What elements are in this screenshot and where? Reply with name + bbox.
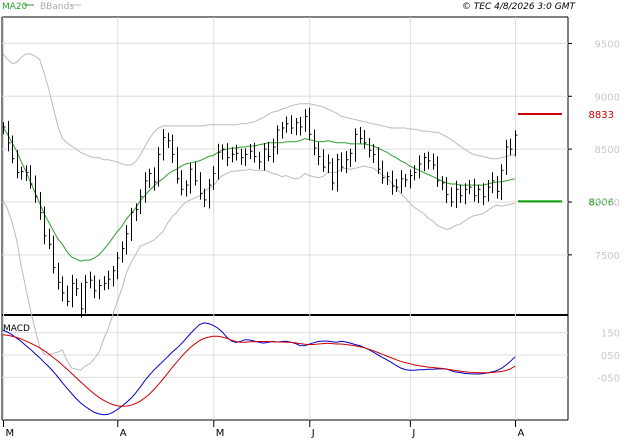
ma20-line (2, 126, 516, 262)
macd-title: MACD (3, 324, 30, 334)
macd-tick-label: -050 (597, 373, 620, 384)
month-tick-label: M (216, 428, 225, 439)
month-tick-label: J (311, 428, 315, 439)
macd-tick-label: 150 (601, 329, 620, 340)
macd-grid (2, 332, 568, 378)
y-axis-background (568, 17, 627, 420)
bband-upper (2, 53, 516, 166)
reference-lines: 8833 8006 (518, 110, 614, 208)
macd-series-line (2, 322, 516, 416)
price-grid (2, 17, 568, 420)
legend-ma20: MA20 (2, 2, 28, 12)
price-tick-label: 7500 (595, 251, 620, 262)
macd-lines (2, 322, 516, 416)
ohlc-bars (3, 107, 518, 318)
macd-series-line (2, 334, 516, 407)
price-tick-label: 8500 (595, 145, 620, 156)
month-tick-label: M (6, 428, 15, 439)
price-tick-label: 8000 (595, 198, 620, 209)
price-tick-label: 9500 (595, 39, 620, 50)
copyright-label: © TEC 4/8/2026 3:0 GMT (462, 2, 577, 12)
reference-label: 8006 (589, 197, 614, 208)
ma20-path (2, 126, 516, 262)
reference-label: 8833 (589, 110, 614, 121)
month-tick-label: A (518, 428, 525, 439)
price-tick-label: 9000 (595, 92, 620, 103)
chart-frame (1, 16, 627, 421)
bollinger-bands (2, 53, 516, 371)
legend-bbands: BBands (40, 2, 74, 12)
macd-tick-label: 050 (601, 351, 620, 362)
bband-lower (2, 165, 516, 371)
axis-labels: 9500 9000 8500 8000 7500 150 050 -050 (568, 39, 620, 384)
month-tick-label: J (411, 428, 415, 439)
month-tick-label: A (120, 428, 127, 439)
